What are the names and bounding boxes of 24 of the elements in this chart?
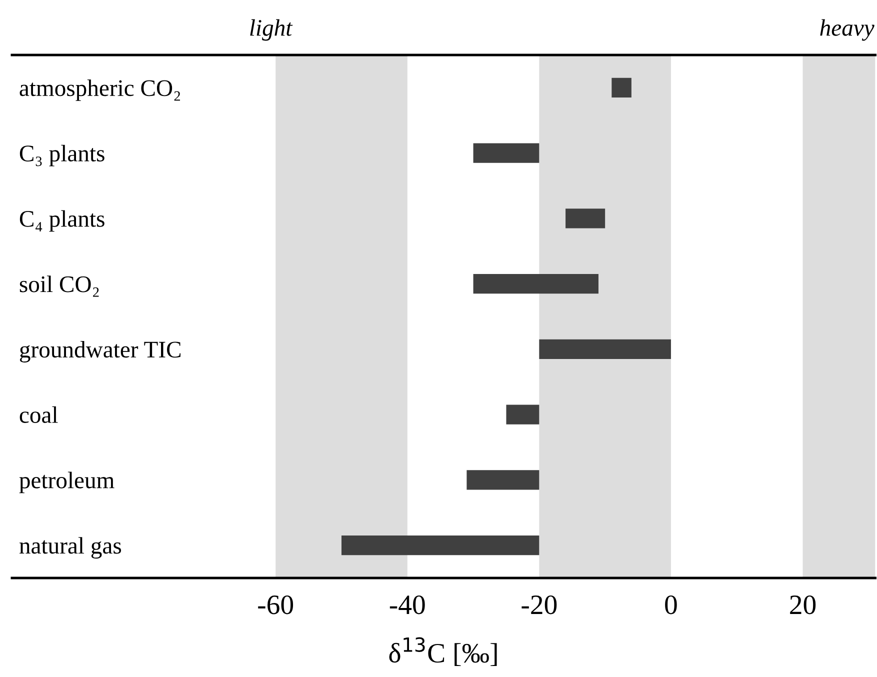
y-tick-label: C₄ plants [20,210,104,232]
bar [466,470,540,490]
x-tick-label: 20 [790,595,816,614]
x-tick-label: 0 [665,595,677,614]
y-tick-label: coal [20,406,58,423]
text: heavy [820,19,874,41]
text: light [250,19,293,41]
x-tick-label: -40 [390,595,425,614]
bar [539,339,671,359]
y-tick-label: atmospheric CO₂ [20,79,180,101]
x-tick-label: -60 [258,595,294,614]
bar [612,78,632,98]
y-tick-label: natural gas [19,537,122,559]
bar [473,274,598,294]
y-tick-label: petroleum [19,472,114,494]
bar [506,404,540,424]
bar [473,143,540,163]
bar [341,536,540,556]
x-tick-label: -20 [522,595,557,614]
y-tick-label: C₃ plants [20,144,104,166]
y-tick-label: groundwater TIC [20,340,180,362]
x-axis-title: δ$^{13}$C [‰] [389,637,497,666]
bar [566,208,606,228]
y-tick-label: soil CO₂ [20,276,99,297]
